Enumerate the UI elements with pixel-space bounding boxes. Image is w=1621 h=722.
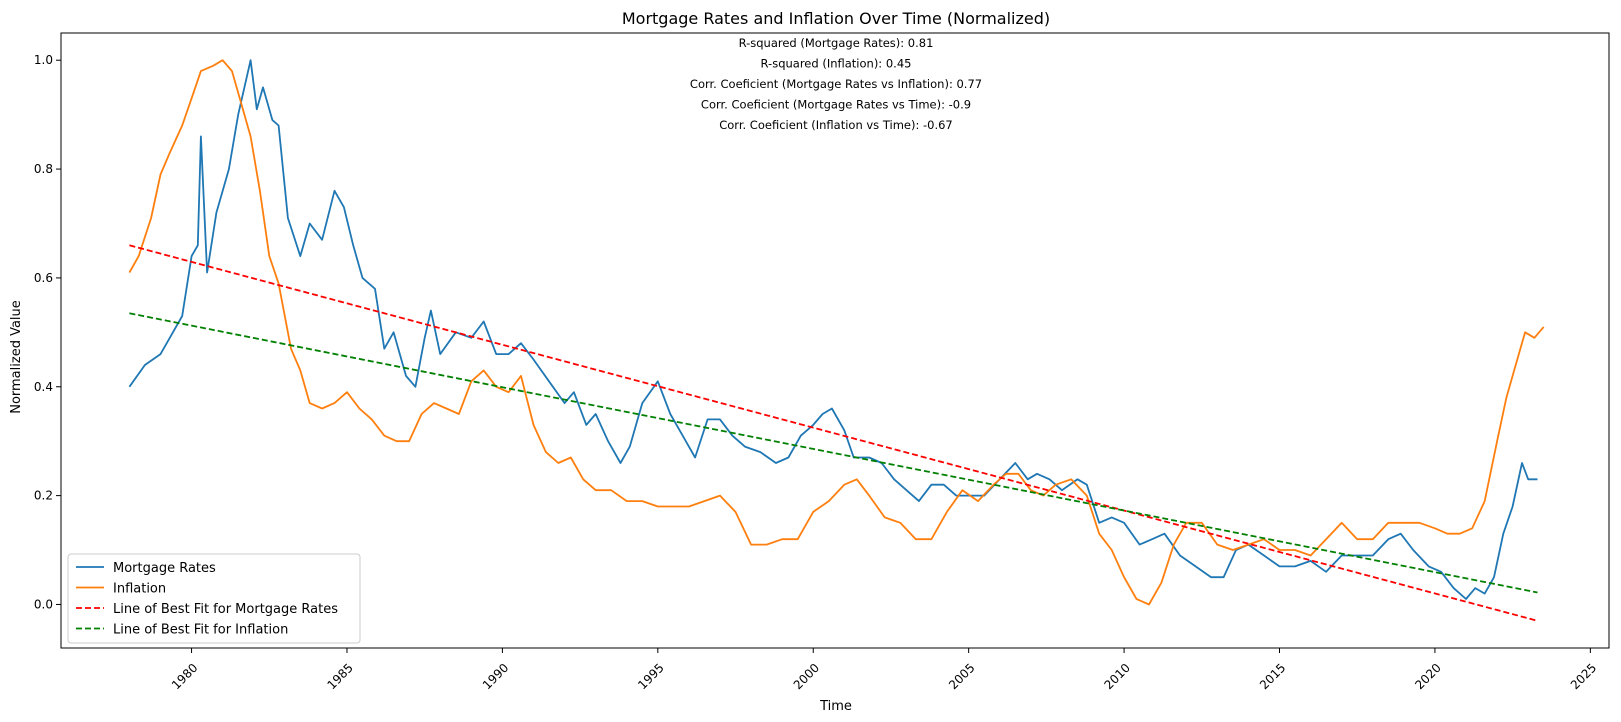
y-axis: 0.0 0.2 0.4 0.6 0.8 1.0 xyxy=(34,53,61,611)
y-tick-label: 1.0 xyxy=(34,53,53,67)
chart-title: Mortgage Rates and Inflation Over Time (… xyxy=(622,9,1050,28)
legend-label: Inflation xyxy=(113,582,166,597)
plot-frame xyxy=(60,32,1610,649)
x-tick-label: 1995 xyxy=(635,661,666,692)
x-tick-label: 2025 xyxy=(1568,661,1599,692)
y-tick-label: 0.0 xyxy=(34,597,53,611)
x-tick-label: 2010 xyxy=(1102,661,1133,692)
stat-annotation: Corr. Coeficient (Inflation vs Time): -0… xyxy=(719,118,953,132)
y-tick-label: 0.6 xyxy=(34,271,53,285)
y-tick-label: 0.2 xyxy=(34,489,53,503)
stat-annotation: R-squared (Inflation): 0.45 xyxy=(761,57,912,71)
stat-annotation: R-squared (Mortgage Rates): 0.81 xyxy=(739,36,934,50)
legend-box xyxy=(67,553,361,644)
y-tick-label: 0.8 xyxy=(34,162,53,176)
x-axis-title: Time xyxy=(819,699,852,714)
legend-label: Line of Best Fit for Mortgage Rates xyxy=(113,602,338,617)
x-tick-label: 1980 xyxy=(169,661,200,692)
legend: Mortgage Rates Inflation Line of Best Fit … xyxy=(67,553,361,644)
series-line-inflation xyxy=(128,59,1545,606)
legend-label: Mortgage Rates xyxy=(113,561,216,576)
x-tick-label: 1990 xyxy=(480,661,511,692)
y-axis-title: Normalized Value xyxy=(9,300,24,414)
x-tick-label: 2015 xyxy=(1257,661,1288,692)
series-layer xyxy=(128,59,1545,622)
x-tick-label: 2000 xyxy=(791,661,822,692)
series-line-mortgage-rates xyxy=(128,59,1538,600)
x-tick-label: 2020 xyxy=(1412,661,1443,692)
stats-annotations: R-squared (Mortgage Rates): 0.81 R-square… xyxy=(690,36,982,132)
x-tick-label: 1985 xyxy=(324,661,355,692)
y-tick-label: 0.4 xyxy=(34,380,53,394)
legend-label: Line of Best Fit for Inflation xyxy=(113,623,288,638)
stat-annotation: Corr. Coeficient (Mortgage Rates vs Time… xyxy=(701,98,971,112)
x-axis: 1980 1985 1990 1995 2000 2005 2010 2015 2020 2025 xyxy=(169,648,1599,692)
stat-annotation: Corr. Coeficient (Mortgage Rates vs Infl… xyxy=(690,77,982,91)
series-line-line-of-best-fit-for-inflation xyxy=(129,312,1538,594)
x-tick-label: 2005 xyxy=(946,661,977,692)
